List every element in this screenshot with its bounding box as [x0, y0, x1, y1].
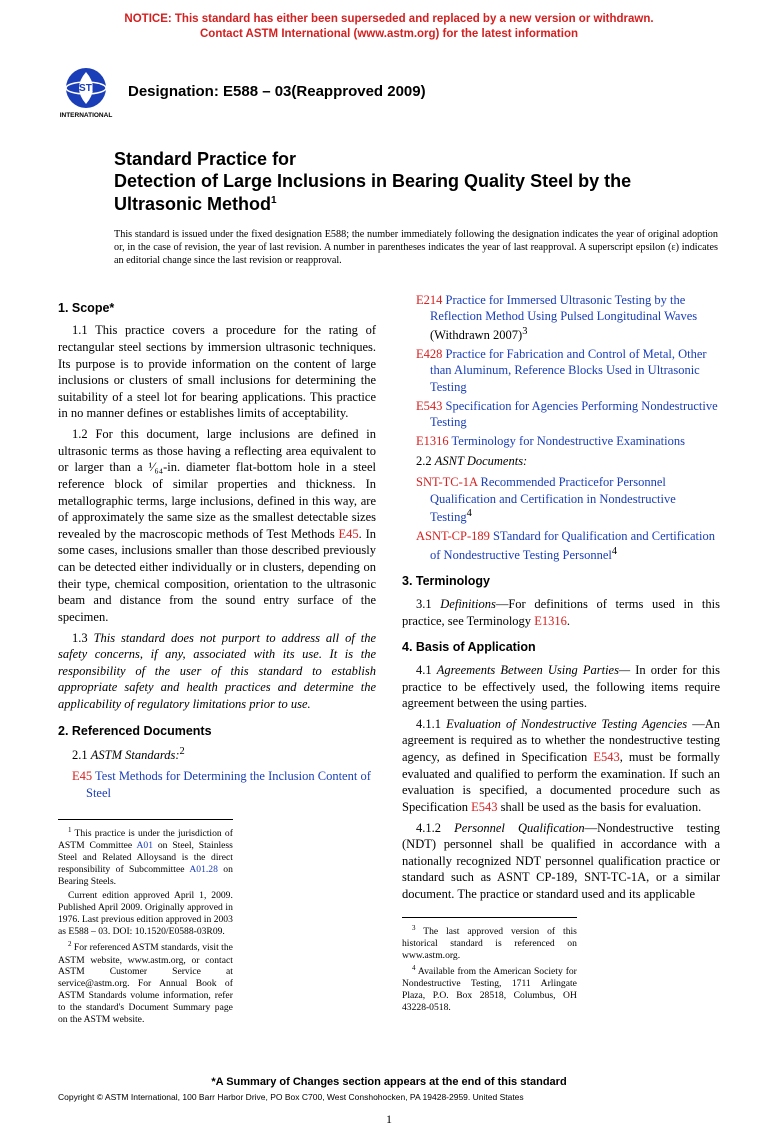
- scope-heading: 1. Scope*: [58, 300, 376, 317]
- ref-e428-text: Practice for Fabrication and Control of …: [430, 347, 707, 394]
- fn4: 4 Available from the American Society fo…: [402, 964, 577, 1014]
- para-4-1-1: 4.1.1 Evaluation of Nondestructive Testi…: [402, 716, 720, 816]
- ref-e543-text: Specification for Agencies Performing No…: [430, 399, 718, 430]
- issuance-note: This standard is issued under the fixed …: [114, 229, 720, 267]
- notice-line1: NOTICE: This standard has either been su…: [124, 13, 653, 25]
- para-1-3: 1.3 This standard does not purport to ad…: [58, 630, 376, 713]
- fn3: 3 The last approved version of this hist…: [402, 924, 577, 962]
- ref-e214-sup: 3: [522, 326, 527, 337]
- sub-2-1: 2.1 ASTM Standards:2: [58, 745, 376, 764]
- left-column: 1. Scope* 1.1 This practice covers a pro…: [58, 290, 376, 1029]
- ref-snt-code: SNT-TC-1A: [416, 475, 477, 489]
- astm-logo: ASTM INTERNATIONAL: [58, 64, 114, 120]
- p12b: . In some cases, inclusions smaller than…: [58, 527, 376, 624]
- svg-text:INTERNATIONAL: INTERNATIONAL: [60, 112, 113, 119]
- designation-text: Designation: E588 – 03(Reapproved 2009): [128, 83, 426, 100]
- sub21-sup: 2: [180, 746, 185, 757]
- basis-heading: 4. Basis of Application: [402, 639, 720, 656]
- ref-e543-a[interactable]: E543: [593, 750, 619, 764]
- p12a: 1.2 For this document, large inclusions …: [58, 427, 376, 541]
- para-1-1: 1.1 This practice covers a procedure for…: [58, 322, 376, 422]
- ref-e214[interactable]: E214 Practice for Immersed Ultrasonic Te…: [416, 292, 720, 344]
- para-3-1: 3.1 Definitions—For definitions of terms…: [402, 596, 720, 629]
- summary-note: *A Summary of Changes section appears at…: [58, 1076, 720, 1088]
- ref-cp189[interactable]: ASNT-CP-189 STandard for Qualification a…: [416, 528, 720, 563]
- p411c: shall be used as the basis for evaluatio…: [497, 800, 701, 814]
- terminology-heading: 3. Terminology: [402, 573, 720, 590]
- title-sup: 1: [271, 195, 277, 206]
- link-a0128[interactable]: A01.28: [189, 864, 218, 875]
- page-number: 1: [58, 1112, 720, 1127]
- ref-cp189-code: ASNT-CP-189: [416, 529, 490, 543]
- p13-text: This standard does not purport to addres…: [58, 631, 376, 712]
- link-a01[interactable]: A01: [136, 840, 153, 851]
- ref-snt-sup: 4: [467, 508, 472, 519]
- right-column: E214 Practice for Immersed Ultrasonic Te…: [402, 290, 720, 1029]
- ref-e45-inline[interactable]: E45: [339, 527, 359, 541]
- ref-e1316-code: E1316: [416, 434, 449, 448]
- para-1-2: 1.2 For this document, large inclusions …: [58, 426, 376, 626]
- fn2: 2 For referenced ASTM standards, visit t…: [58, 940, 233, 1026]
- right-footnotes: 3 The last approved version of this hist…: [402, 917, 577, 1014]
- title-main: Detection of Large Inclusions in Bearing…: [114, 170, 720, 215]
- header-row: ASTM INTERNATIONAL Designation: E588 – 0…: [58, 64, 720, 120]
- para-4-1-2: 4.1.2 Personnel Qualification—Nondestruc…: [402, 820, 720, 903]
- notice-line2: Contact ASTM International (www.astm.org…: [200, 28, 578, 40]
- fn1: 1 This practice is under the jurisdictio…: [58, 826, 233, 888]
- ref-e543[interactable]: E543 Specification for Agencies Performi…: [416, 398, 720, 431]
- ref-e1316-inline[interactable]: E1316: [534, 614, 567, 628]
- body-columns: 1. Scope* 1.1 This practice covers a pro…: [58, 290, 720, 1029]
- ref-e45-code: E45: [72, 769, 92, 783]
- ref-e428[interactable]: E428 Practice for Fabrication and Contro…: [416, 346, 720, 396]
- sub-2-2: 2.2 ASNT Documents:: [402, 453, 720, 470]
- page: NOTICE: This standard has either been su…: [0, 0, 778, 1147]
- fn1d: Current edition approved April 1, 2009. …: [58, 890, 233, 938]
- ref-e45-text: Test Methods for Determining the Inclusi…: [86, 769, 371, 800]
- ref-e428-code: E428: [416, 347, 442, 361]
- ref-e45[interactable]: E45 Test Methods for Determining the Inc…: [72, 768, 376, 801]
- ref-e214-code: E214: [416, 293, 442, 307]
- para-4-1: 4.1 Agreements Between Using Parties— In…: [402, 662, 720, 712]
- title-main-text: Detection of Large Inclusions in Bearing…: [114, 171, 631, 214]
- svg-text:ASTM: ASTM: [72, 83, 100, 94]
- ref-e543-code: E543: [416, 399, 442, 413]
- ref-e214-wd: (Withdrawn 2007): [430, 328, 522, 342]
- fn3-text: The last approved version of this histor…: [402, 926, 577, 961]
- ref-e1316-text: Terminology for Nondestructive Examinati…: [449, 434, 685, 448]
- title-block: Standard Practice for Detection of Large…: [114, 148, 720, 216]
- ref-snt[interactable]: SNT-TC-1A Recommended Practicefor Person…: [416, 474, 720, 526]
- ref-cp189-sup: 4: [612, 546, 617, 557]
- left-footnotes: 1 This practice is under the jurisdictio…: [58, 819, 233, 1026]
- ref-e1316[interactable]: E1316 Terminology for Nondestructive Exa…: [416, 433, 720, 450]
- ref-e543-b[interactable]: E543: [471, 800, 497, 814]
- notice-banner: NOTICE: This standard has either been su…: [58, 12, 720, 42]
- refdocs-heading: 2. Referenced Documents: [58, 723, 376, 740]
- copyright-line: Copyright © ASTM International, 100 Barr…: [58, 1092, 720, 1102]
- fn2-text: For referenced ASTM standards, visit the…: [58, 943, 233, 1026]
- p31b: .: [567, 614, 570, 628]
- ref-e214-text: Practice for Immersed Ultrasonic Testing…: [430, 293, 697, 324]
- fn4-text: Available from the American Society for …: [402, 966, 577, 1013]
- title-pre: Standard Practice for: [114, 148, 720, 171]
